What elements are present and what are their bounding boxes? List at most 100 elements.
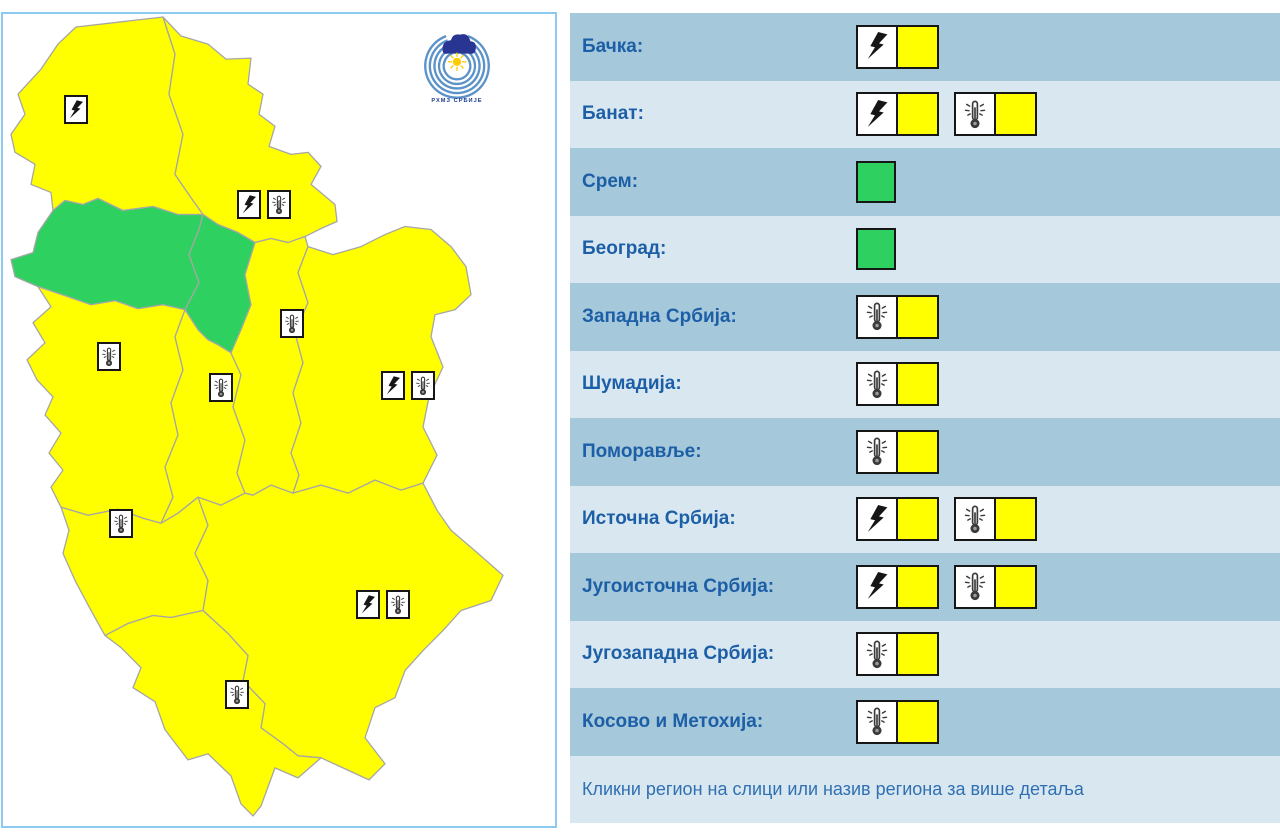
region-row-srem: Срем:: [570, 148, 1280, 216]
map-warning-icons-jugozapadna: [109, 509, 133, 538]
region-row-jugoistocna: Југоисточна Србија:: [570, 553, 1280, 621]
warning-level-yellow: [898, 566, 937, 607]
instruction-text: Кликни регион на слици или назив региона…: [582, 778, 1084, 799]
warning-level-yellow: [996, 499, 1035, 540]
heat-icon: [209, 373, 233, 402]
thunderstorm-icon: [237, 190, 261, 219]
map-region-banat[interactable]: [162, 16, 338, 244]
region-name-link[interactable]: Банат:: [582, 103, 644, 125]
heat-icon: [858, 364, 896, 405]
warning-badges: [856, 621, 939, 689]
heat-icon: [386, 590, 410, 619]
thunderstorm-icon: [858, 26, 896, 67]
thunderstorm-icon: [381, 371, 405, 400]
map-warning-icons-banat: [237, 190, 291, 219]
region-name-link[interactable]: Југозападна Србија:: [582, 643, 775, 665]
region-row-backa: Бачка:: [570, 13, 1280, 81]
no-warning-badge: [856, 228, 896, 271]
warning-level-yellow: [898, 94, 937, 135]
heat-icon: [225, 680, 249, 709]
warning-badge-thunderstorm: [856, 92, 939, 137]
map-region-zapadna-srbija[interactable]: [26, 286, 186, 524]
rhmz-logo: РХМЗ СРБИЈЕ: [417, 28, 497, 110]
region-name-link[interactable]: Косово и Метохија:: [582, 710, 764, 732]
warning-badge-thunderstorm: [856, 497, 939, 542]
region-warning-list: Бачка: Банат: Срем: Београд: Западна Срб…: [570, 13, 1280, 756]
warning-level-yellow: [996, 94, 1035, 135]
map-region-istocna-srbija[interactable]: [290, 225, 472, 494]
region-name-link[interactable]: Западна Србија:: [582, 305, 737, 327]
no-warning-badge: [856, 160, 896, 203]
region-name-link[interactable]: Београд:: [582, 238, 667, 260]
heat-icon: [858, 431, 896, 472]
serbia-map: [10, 16, 504, 817]
region-name-link[interactable]: Бачка:: [582, 35, 644, 57]
map-warning-icons-istocna: [381, 371, 435, 400]
thunderstorm-icon: [858, 566, 896, 607]
warning-level-yellow: [898, 296, 937, 337]
thunderstorm-icon: [356, 590, 380, 619]
warning-badges: [856, 351, 939, 419]
region-row-beograd: Београд:: [570, 215, 1280, 284]
warning-badge-heat: [856, 632, 939, 677]
instruction-row: Кликни регион на слици или назив региона…: [570, 755, 1280, 823]
heat-icon: [858, 634, 896, 675]
thunderstorm-icon: [858, 499, 896, 540]
warning-level-yellow: [898, 499, 937, 540]
heat-icon: [411, 371, 435, 400]
warning-badge-heat: [856, 429, 939, 474]
heat-icon: [280, 309, 304, 338]
region-row-jugozapadna: Југозападна Србија:: [570, 620, 1280, 689]
warning-badge-thunderstorm: [856, 24, 939, 69]
warning-badge-heat: [856, 699, 939, 744]
map-warning-icons-kosovo: [225, 680, 249, 709]
map-warning-icons-jugoistocna: [356, 590, 410, 619]
heat-icon: [956, 499, 994, 540]
warning-badge-heat: [954, 92, 1037, 137]
warning-level-yellow: [898, 701, 937, 742]
warning-level-yellow: [898, 26, 937, 67]
warning-badge-thunderstorm: [856, 564, 939, 609]
warning-badges: [856, 13, 939, 81]
thunderstorm-icon: [858, 94, 896, 135]
heat-icon: [267, 190, 291, 219]
warning-badge-heat: [856, 362, 939, 407]
region-name-link[interactable]: Источна Србија:: [582, 508, 736, 530]
thunderstorm-icon: [64, 95, 88, 124]
warning-badges: [856, 148, 896, 216]
region-row-banat: Банат:: [570, 80, 1280, 148]
warning-badges: [856, 486, 1037, 554]
heat-icon: [858, 701, 896, 742]
warning-badges: [856, 418, 939, 486]
warning-badge-heat: [954, 564, 1037, 609]
serbia-warning-map-panel: РХМЗ СРБИЈЕ: [1, 12, 557, 828]
region-name-link[interactable]: Шумадија:: [582, 373, 682, 395]
heat-icon: [956, 566, 994, 607]
region-name-link[interactable]: Поморавље:: [582, 440, 702, 462]
map-warning-icons-backa: [64, 95, 88, 124]
warning-level-yellow: [898, 431, 937, 472]
region-row-zapadna: Западна Србија:: [570, 283, 1280, 351]
warning-badges: [856, 216, 896, 284]
warning-level-yellow: [996, 566, 1035, 607]
region-name-link[interactable]: Срем:: [582, 170, 639, 192]
map-region-kosovo-i-metohija[interactable]: [104, 609, 322, 817]
map-warning-icons-pomoravlje: [280, 309, 304, 338]
map-warning-icons-sumadija: [209, 373, 233, 402]
logo-cloud: [442, 34, 476, 54]
region-row-sumadija: Шумадија:: [570, 350, 1280, 419]
logo-sun: [452, 57, 462, 66]
region-row-kosovo: Косово и Метохија:: [570, 688, 1280, 756]
heat-icon: [97, 342, 121, 371]
warning-badge-heat: [954, 497, 1037, 542]
warning-badge-heat: [856, 294, 939, 339]
map-region-srem[interactable]: [10, 197, 204, 311]
warning-badges: [856, 688, 939, 756]
logo-caption: РХМЗ СРБИЈЕ: [431, 98, 482, 104]
warning-level-yellow: [898, 364, 937, 405]
region-row-istocna: Источна Србија:: [570, 485, 1280, 554]
map-warning-icons-zapadna: [97, 342, 121, 371]
heat-icon: [956, 94, 994, 135]
region-name-link[interactable]: Југоисточна Србија:: [582, 575, 775, 597]
heat-icon: [858, 296, 896, 337]
